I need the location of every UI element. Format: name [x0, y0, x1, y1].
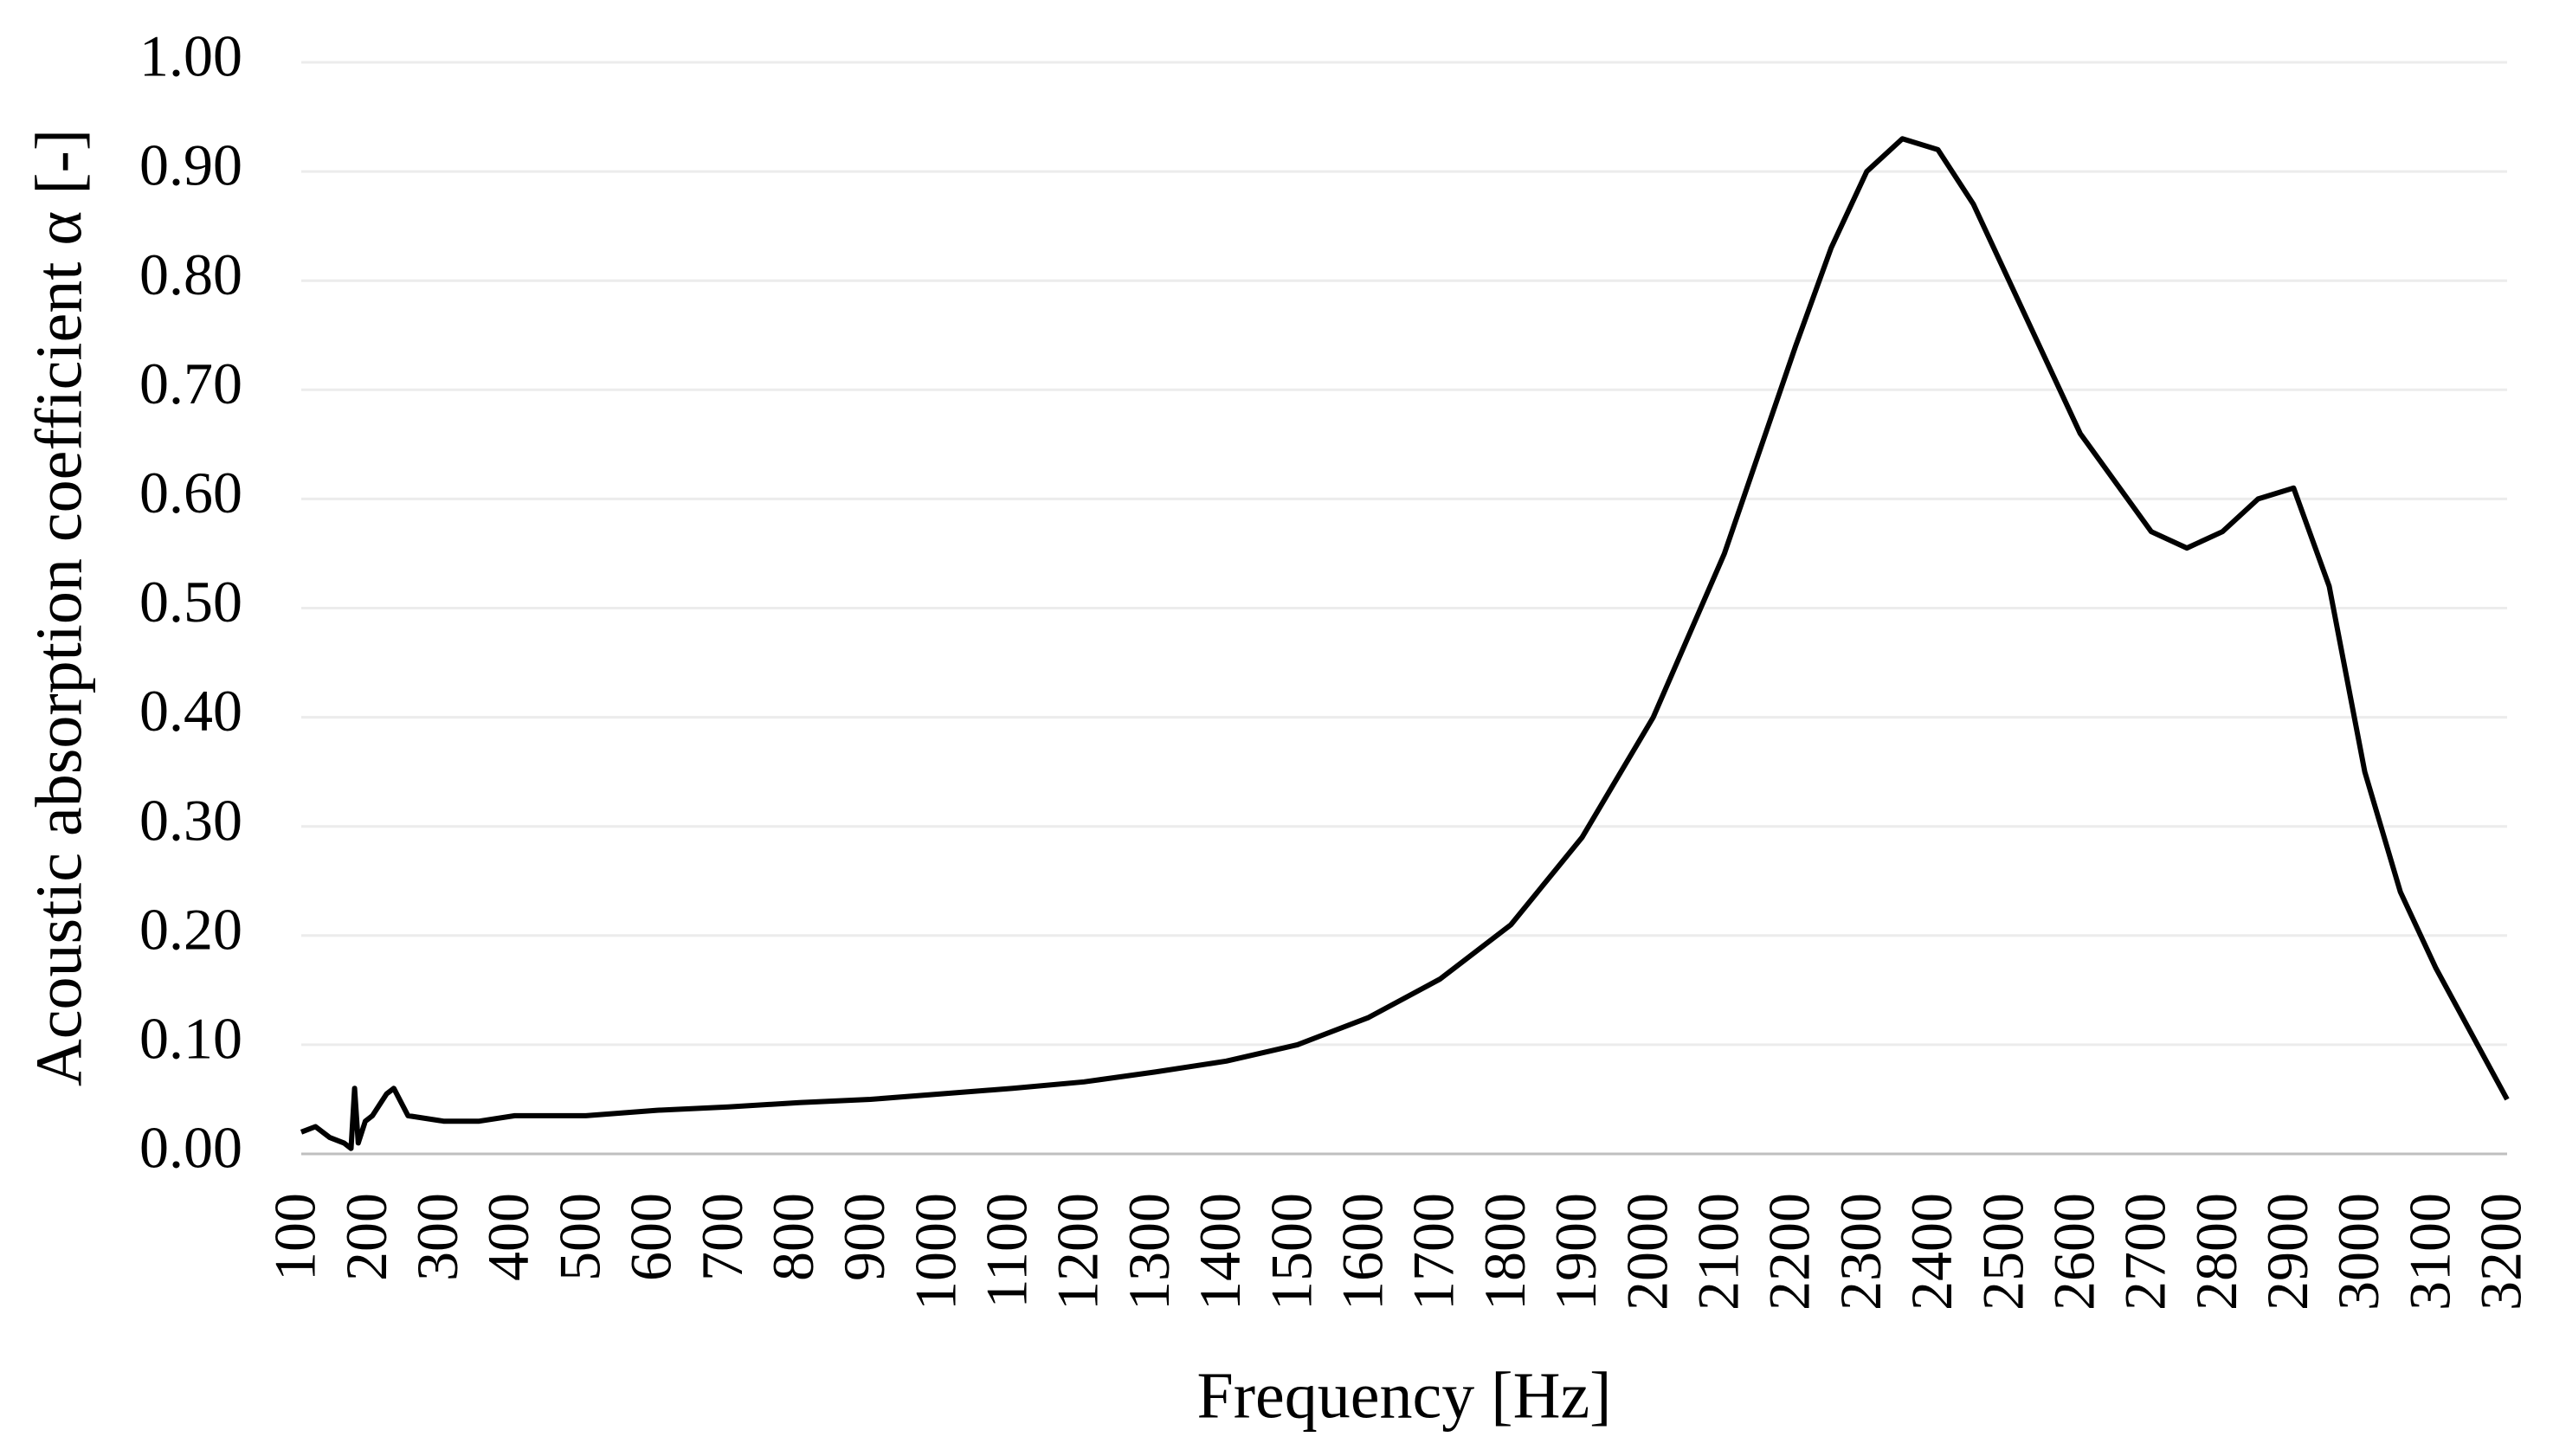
x-tick-label: 2900: [2254, 1193, 2320, 1311]
x-tick-label: 1000: [902, 1193, 968, 1311]
x-tick-label: 2100: [1685, 1193, 1750, 1311]
x-tick-label: 3100: [2396, 1193, 2462, 1311]
x-tick-label: 600: [618, 1193, 684, 1281]
y-tick-label: 0.70: [139, 351, 242, 416]
x-tick-label: 200: [333, 1193, 399, 1281]
x-tick-label: 2800: [2183, 1193, 2249, 1311]
x-tick-label: 1900: [1543, 1193, 1609, 1311]
x-tick-label: 1500: [1258, 1193, 1324, 1311]
x-tick-label: 2600: [2040, 1193, 2106, 1311]
x-tick-label: 1400: [1187, 1193, 1253, 1311]
x-tick-label: 2000: [1614, 1193, 1679, 1311]
x-tick-label: 1700: [1401, 1193, 1467, 1311]
y-tick-label: 0.60: [139, 460, 242, 525]
x-tick-label: 2300: [1828, 1193, 1893, 1311]
x-tick-label: 3200: [2468, 1193, 2534, 1311]
x-tick-label: 500: [546, 1193, 612, 1281]
x-tick-label: 300: [404, 1193, 470, 1281]
y-axis-title: Acoustic absorption coefficient α [-]: [23, 129, 95, 1086]
x-tick-label: 1300: [1116, 1193, 1182, 1311]
x-tick-label: 100: [262, 1193, 328, 1281]
y-tick-label: 0.20: [139, 896, 242, 962]
x-tick-label: 400: [475, 1193, 541, 1281]
x-tick-label: 700: [689, 1193, 755, 1281]
x-tick-label: 800: [760, 1193, 826, 1281]
y-tick-label: 1.00: [139, 23, 242, 89]
x-tick-label: 1600: [1330, 1193, 1396, 1311]
x-tick-label: 1800: [1472, 1193, 1538, 1311]
y-tick-label: 0.40: [139, 678, 242, 744]
x-tick-label: 3000: [2325, 1193, 2391, 1311]
y-tick-label: 0.10: [139, 1006, 242, 1072]
y-tick-label: 0.00: [139, 1115, 242, 1181]
y-tick-label: 0.50: [139, 569, 242, 635]
y-tick-label: 0.80: [139, 242, 242, 307]
y-tick-label: 0.90: [139, 132, 242, 198]
x-tick-label: 2500: [1970, 1193, 2035, 1311]
x-axis-title: Frequency [Hz]: [1196, 1359, 1611, 1432]
x-tick-label: 2200: [1757, 1193, 1822, 1311]
x-tick-label: 900: [831, 1193, 897, 1281]
x-tick-label: 1200: [1045, 1193, 1111, 1311]
y-tick-label: 0.30: [139, 787, 242, 853]
x-tick-label: 1100: [974, 1193, 1040, 1308]
x-tick-label: 2400: [1899, 1193, 1964, 1311]
x-tick-label: 2700: [2112, 1193, 2178, 1311]
data-line: [300, 136, 2510, 1151]
